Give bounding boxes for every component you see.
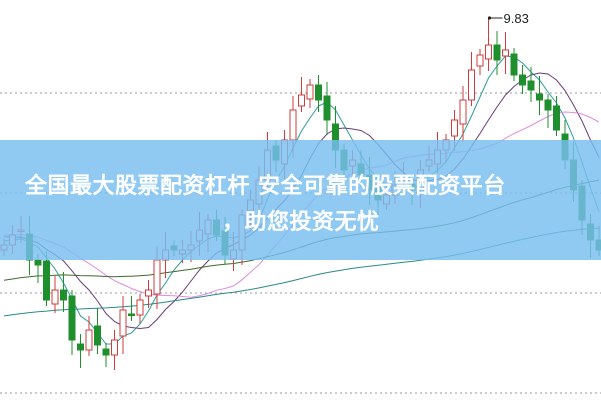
candle-down	[553, 105, 560, 131]
candle-down	[315, 84, 322, 101]
candle-up	[502, 49, 509, 57]
candle-up	[85, 329, 93, 351]
candle-down	[94, 325, 101, 346]
candle-down	[510, 53, 518, 76]
candle-up	[459, 99, 467, 125]
candle-up	[485, 44, 492, 60]
candle-down	[527, 80, 535, 91]
candle-down	[323, 95, 331, 121]
candle-up	[51, 289, 59, 305]
candle-down	[68, 295, 76, 341]
candle-up	[451, 119, 458, 137]
candle-up	[111, 339, 118, 356]
candle-down	[43, 260, 50, 301]
promo-banner: 全国最大股票配资杠杆 安全可靠的股票配资平台 ，助您投资无忧	[0, 140, 601, 260]
candle-up	[153, 259, 161, 295]
candle-up	[468, 69, 475, 101]
banner-line-2: ，助您投资无忧	[222, 210, 380, 235]
ma5-line	[3, 55, 600, 345]
high-marker-dot	[487, 16, 492, 20]
banner-line-1: 全国最大股票配资杠杆 安全可靠的股票配资平台	[25, 174, 506, 199]
candle-up	[306, 84, 314, 100]
candle-down	[77, 343, 84, 351]
candle-up	[476, 54, 484, 67]
candle-down	[493, 44, 501, 61]
candle-up	[289, 109, 297, 141]
candle-down	[102, 348, 110, 356]
candle-up	[298, 94, 305, 107]
candle-down	[34, 259, 42, 266]
candle-down	[60, 289, 67, 301]
candle-down	[536, 93, 543, 101]
candle-down	[519, 74, 526, 86]
candle-up	[119, 309, 127, 337]
high-price-label: 9.83	[504, 11, 529, 26]
candle-up	[145, 289, 152, 297]
candle-up	[136, 299, 144, 316]
candle-down	[544, 99, 552, 111]
candle-down	[128, 313, 135, 316]
